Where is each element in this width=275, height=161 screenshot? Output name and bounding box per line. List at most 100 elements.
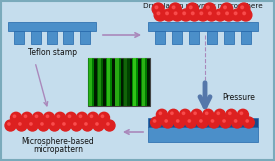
Circle shape <box>159 112 162 114</box>
Circle shape <box>211 120 214 122</box>
Circle shape <box>104 120 115 131</box>
Circle shape <box>43 112 54 123</box>
Circle shape <box>208 117 219 128</box>
Circle shape <box>240 9 252 21</box>
Circle shape <box>191 109 202 120</box>
Circle shape <box>177 120 179 122</box>
Bar <box>148 22 258 31</box>
Bar <box>88 58 94 106</box>
Circle shape <box>68 115 71 118</box>
Circle shape <box>171 112 173 114</box>
Bar <box>172 31 182 44</box>
Circle shape <box>200 120 202 122</box>
Circle shape <box>155 6 158 9</box>
Circle shape <box>35 115 38 118</box>
Circle shape <box>153 120 156 122</box>
Circle shape <box>101 115 104 118</box>
Circle shape <box>5 120 16 131</box>
Circle shape <box>182 112 185 114</box>
Circle shape <box>238 3 250 15</box>
Circle shape <box>71 120 82 131</box>
Circle shape <box>82 120 93 131</box>
Circle shape <box>226 109 237 120</box>
Circle shape <box>174 12 177 15</box>
Circle shape <box>19 123 21 125</box>
Circle shape <box>197 117 208 128</box>
Bar <box>142 58 145 106</box>
Circle shape <box>197 9 209 21</box>
Circle shape <box>226 12 228 15</box>
Circle shape <box>188 120 191 122</box>
Circle shape <box>191 12 194 15</box>
Circle shape <box>169 3 181 15</box>
Circle shape <box>24 115 27 118</box>
Circle shape <box>185 117 196 128</box>
Circle shape <box>65 112 76 123</box>
Circle shape <box>186 3 199 15</box>
Circle shape <box>41 123 43 125</box>
Circle shape <box>49 120 60 131</box>
Circle shape <box>107 123 109 125</box>
Circle shape <box>203 109 214 120</box>
Circle shape <box>46 115 49 118</box>
Circle shape <box>79 115 82 118</box>
Bar <box>241 31 251 44</box>
Circle shape <box>214 9 226 21</box>
Bar <box>14 31 24 44</box>
Circle shape <box>189 6 192 9</box>
Circle shape <box>243 12 246 15</box>
Circle shape <box>174 117 185 128</box>
Circle shape <box>204 3 216 15</box>
Circle shape <box>10 112 21 123</box>
Circle shape <box>231 9 243 21</box>
Circle shape <box>16 120 27 131</box>
Bar <box>132 58 139 106</box>
Circle shape <box>221 3 233 15</box>
Bar <box>148 127 258 142</box>
Circle shape <box>152 3 164 15</box>
Circle shape <box>151 117 162 128</box>
Bar <box>141 58 147 106</box>
Circle shape <box>63 123 65 125</box>
Bar <box>89 58 92 106</box>
Text: Teflon stamp: Teflon stamp <box>28 48 76 57</box>
Bar <box>63 31 73 44</box>
Bar <box>31 31 41 44</box>
Text: Microsphere-based: Microsphere-based <box>22 137 94 146</box>
Bar <box>115 58 121 106</box>
Bar <box>224 31 234 44</box>
Circle shape <box>217 112 219 114</box>
Circle shape <box>207 6 209 9</box>
Circle shape <box>194 112 196 114</box>
Bar <box>88 58 150 106</box>
Circle shape <box>13 115 16 118</box>
Circle shape <box>217 12 220 15</box>
Bar <box>124 58 127 106</box>
Circle shape <box>30 123 32 125</box>
Circle shape <box>38 120 49 131</box>
Circle shape <box>98 112 109 123</box>
Bar <box>107 58 110 106</box>
Circle shape <box>188 9 200 21</box>
Circle shape <box>57 115 60 118</box>
Text: Pressure: Pressure <box>222 93 255 101</box>
Circle shape <box>96 123 98 125</box>
Circle shape <box>241 6 243 9</box>
Circle shape <box>85 123 87 125</box>
Bar <box>155 31 165 44</box>
Circle shape <box>229 112 231 114</box>
Circle shape <box>223 120 225 122</box>
Circle shape <box>237 109 248 120</box>
Circle shape <box>21 112 32 123</box>
Bar <box>80 31 90 44</box>
Circle shape <box>54 112 65 123</box>
Circle shape <box>180 109 191 120</box>
Circle shape <box>27 120 38 131</box>
Circle shape <box>208 12 211 15</box>
Circle shape <box>163 9 175 21</box>
Circle shape <box>93 120 104 131</box>
Circle shape <box>87 112 98 123</box>
Circle shape <box>154 9 166 21</box>
Circle shape <box>8 123 10 125</box>
Bar <box>123 58 130 106</box>
